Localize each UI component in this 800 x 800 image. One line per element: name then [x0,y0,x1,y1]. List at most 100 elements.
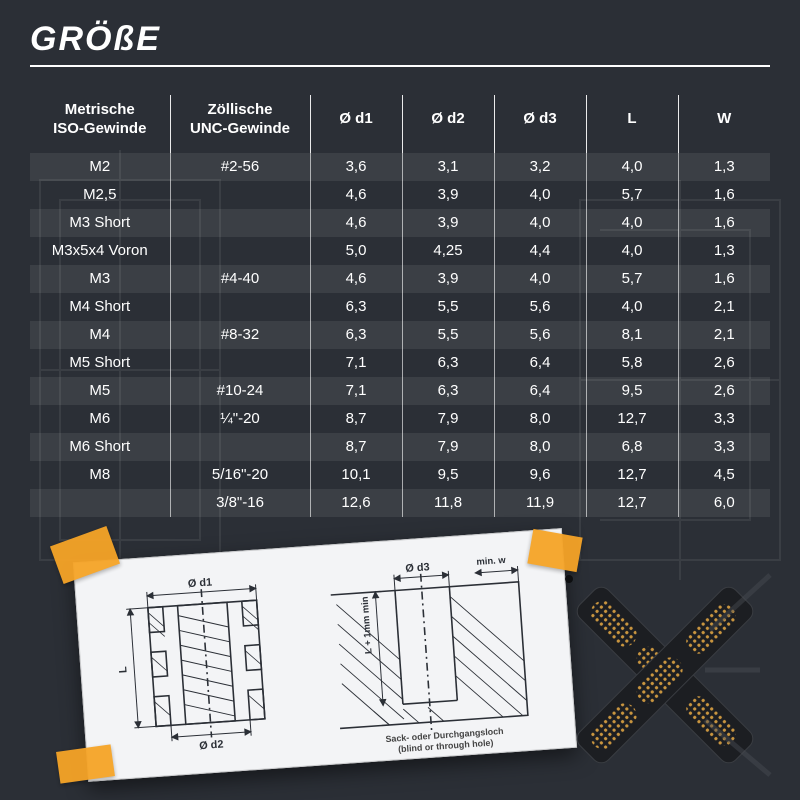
col-d2: Ø d2 [402,95,494,153]
cell-L: 4,0 [586,153,678,181]
title-block: GRÖßE [0,0,800,77]
cell-metric: M5 [30,377,170,405]
table-row: M3 Short4,63,94,04,01,6 [30,209,770,237]
label-d1: Ø d1 [188,576,213,590]
cell-d3: 4,0 [494,265,586,293]
col-W: W [678,95,770,153]
cell-unc: 5/16"-20 [170,461,310,489]
cell-d1: 4,6 [310,265,402,293]
cell-W: 6,0 [678,489,770,517]
cell-d1: 3,6 [310,153,402,181]
tape-icon [527,529,582,572]
cell-d3: 4,4 [494,237,586,265]
cell-L: 6,8 [586,433,678,461]
page-title: GRÖßE [30,20,770,59]
diagram-area: Ø d1 Ø d2 L [50,535,590,785]
cell-d3: 8,0 [494,433,586,461]
title-underline [30,65,770,67]
cell-unc: 3/8"-16 [170,489,310,517]
col-L: L [586,95,678,153]
cell-unc: #8-32 [170,321,310,349]
cell-W: 1,6 [678,265,770,293]
cell-d2: 5,5 [402,321,494,349]
cell-metric: M5 Short [30,349,170,377]
table-row: M5 Short7,16,36,45,82,6 [30,349,770,377]
cell-metric: M4 Short [30,293,170,321]
table-row: M6¼"-208,77,98,012,73,3 [30,405,770,433]
cell-d2: 3,9 [402,265,494,293]
cell-metric: M8 [30,461,170,489]
cell-unc [170,237,310,265]
cell-metric: M6 [30,405,170,433]
cell-metric: M3 Short [30,209,170,237]
tape-icon [50,526,120,584]
cell-d2: 7,9 [402,405,494,433]
cell-metric: M6 Short [30,433,170,461]
table-row: M2,5 4,63,94,05,71,6 [30,181,770,209]
cell-unc [170,293,310,321]
cell-L: 8,1 [586,321,678,349]
table-row: M4#8-326,35,55,68,12,1 [30,321,770,349]
product-x-photo [555,570,775,780]
cell-L: 5,8 [586,349,678,377]
cell-L: 12,7 [586,405,678,433]
cell-d1: 7,1 [310,377,402,405]
cell-metric: M3 [30,265,170,293]
table-row: M6 Short8,77,98,06,83,3 [30,433,770,461]
cell-unc [170,181,310,209]
cell-unc [170,349,310,377]
cell-d1: 4,6 [310,181,402,209]
cell-unc: #2-56 [170,153,310,181]
cell-d2: 3,9 [402,181,494,209]
label-Lplus: L + 1mm min [359,596,374,654]
cell-L: 12,7 [586,461,678,489]
cell-L: 12,7 [586,489,678,517]
cell-d3: 4,0 [494,209,586,237]
cell-W: 1,6 [678,181,770,209]
col-d1: Ø d1 [310,95,402,153]
cell-metric: M2 [30,153,170,181]
cell-metric: M2,5 [30,181,170,209]
col-metric: MetrischeISO-Gewinde [30,95,170,153]
cell-d3: 4,0 [494,181,586,209]
size-table-container: MetrischeISO-Gewinde ZöllischeUNC-Gewind… [0,77,800,517]
cell-W: 1,3 [678,237,770,265]
diagram-caption-1: Sack- oder Durchgangsloch [385,726,504,744]
col-unc: ZöllischeUNC-Gewinde [170,95,310,153]
cell-d1: 6,3 [310,293,402,321]
cell-d1: 8,7 [310,433,402,461]
cell-d3: 8,0 [494,405,586,433]
cell-d2: 6,3 [402,349,494,377]
cell-d2: 5,5 [402,293,494,321]
cell-metric: M3x5x4 Voron [30,237,170,265]
size-table-body: M2#2-563,63,13,24,01,3M2,54,63,94,05,71,… [30,153,770,517]
cell-unc: #4-40 [170,265,310,293]
cell-L: 5,7 [586,181,678,209]
cell-W: 2,1 [678,321,770,349]
cell-unc: ¼"-20 [170,405,310,433]
cell-d3: 6,4 [494,349,586,377]
table-row: M3x5x4 Voron5,04,254,44,01,3 [30,237,770,265]
diagram-paper: Ø d1 Ø d2 L [73,528,577,782]
cell-L: 4,0 [586,237,678,265]
table-row: M3#4-404,63,94,05,71,6 [30,265,770,293]
cell-d1: 12,6 [310,489,402,517]
cell-W: 2,6 [678,377,770,405]
cell-d2: 4,25 [402,237,494,265]
cell-unc: #10-24 [170,377,310,405]
cell-W: 3,3 [678,405,770,433]
cell-L: 4,0 [586,293,678,321]
table-row: M2#2-563,63,13,24,01,3 [30,153,770,181]
label-d3: Ø d3 [405,561,430,575]
cell-L: 9,5 [586,377,678,405]
cell-L: 5,7 [586,265,678,293]
cell-W: 4,5 [678,461,770,489]
cell-W: 1,3 [678,153,770,181]
cell-W: 1,6 [678,209,770,237]
cell-metric: M4 [30,321,170,349]
label-L: L [117,666,129,674]
cell-d2: 11,8 [402,489,494,517]
size-table-head: MetrischeISO-Gewinde ZöllischeUNC-Gewind… [30,95,770,153]
cell-W: 2,1 [678,293,770,321]
cell-d2: 3,9 [402,209,494,237]
